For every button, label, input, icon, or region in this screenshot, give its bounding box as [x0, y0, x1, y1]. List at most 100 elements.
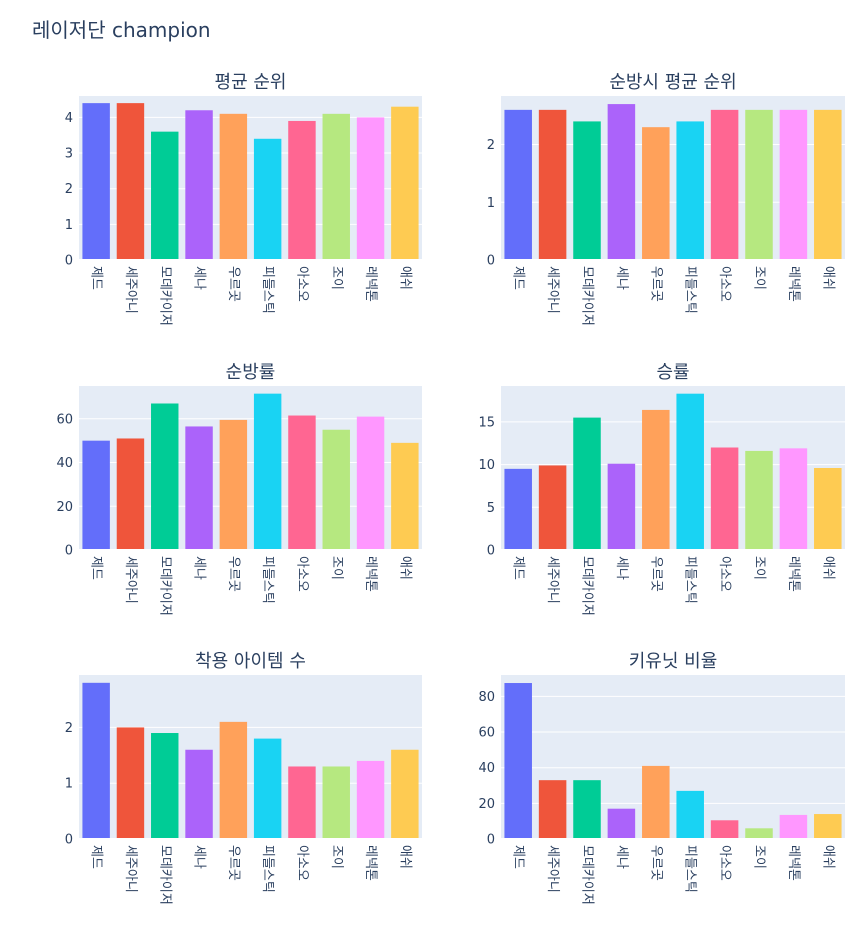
- bar-조이: [322, 113, 350, 261]
- x-tick-label: 피들스틱: [260, 266, 275, 314]
- x-tick-label: 애쉬: [397, 266, 412, 290]
- y-tick-label: 3: [65, 147, 73, 162]
- bar-제드: [82, 682, 110, 839]
- bar-세나: [607, 808, 636, 839]
- x-tick-label: 피들스틱: [683, 266, 698, 314]
- x-tick-label: 레넥톤: [363, 845, 378, 881]
- x-tick-label: 피들스틱: [260, 556, 275, 604]
- bar-우르곳: [219, 113, 248, 261]
- bar-애쉬: [391, 106, 419, 261]
- bar-제드: [82, 103, 110, 260]
- bar-우르곳: [642, 127, 670, 260]
- x-tick-label: 아소오: [294, 266, 309, 302]
- bar-조이: [322, 766, 350, 839]
- x-tick-label: 피들스틱: [683, 845, 698, 893]
- x-tick-label: 세주아니: [545, 266, 560, 314]
- bar-아소오: [710, 109, 739, 260]
- subplot-title: 평균 순위: [215, 72, 287, 93]
- x-tick-label: 우르곳: [226, 266, 241, 302]
- x-tick-label: 아소오: [294, 845, 309, 881]
- y-tick-label: 40: [478, 761, 495, 776]
- x-tick-label: 우르곳: [648, 845, 663, 881]
- bar-레넥톤: [779, 448, 808, 550]
- bar-모데카이저: [573, 121, 601, 260]
- subplot-title: 키유닛 비율: [629, 651, 718, 672]
- y-tick-label: 0: [65, 833, 73, 848]
- bar-우르곳: [642, 409, 670, 550]
- bar-아소오: [288, 120, 316, 261]
- bar-애쉬: [814, 109, 842, 260]
- x-tick-label: 제드: [511, 556, 526, 580]
- y-tick-label: 4: [65, 111, 73, 126]
- x-tick-label: 애쉬: [820, 845, 835, 869]
- y-tick-label: 20: [56, 500, 73, 515]
- subplot-3: 0 20 40 60 제드 세주아니 모데카이저 세나 우르곳 피들스틱 아소오 조이 레넥톤 애쉬 순방률: [56, 362, 422, 616]
- x-tick-label: 제드: [89, 845, 104, 869]
- bar-세주아니: [116, 438, 145, 550]
- bar-세주아니: [538, 465, 567, 550]
- bar-애쉬: [814, 814, 842, 839]
- bar-조이: [322, 429, 350, 550]
- x-tick-label: 세나: [192, 845, 207, 869]
- y-tick-label: 5: [487, 501, 495, 516]
- subplot-4: 0 5 10 15 제드 세주아니 모데카이저 세나 우르곳 피들스틱 아소오 조이 레넥톤 애쉬 승률: [478, 362, 845, 616]
- x-tick-label: 세주아니: [123, 845, 138, 893]
- x-tick-label: 레넥톤: [786, 266, 801, 302]
- x-tick-label: 세주아니: [123, 556, 138, 604]
- bar-피들스틱: [253, 393, 282, 550]
- subplot-title: 순방시 평균 순위: [609, 72, 736, 93]
- bar-아소오: [288, 766, 316, 839]
- x-tick-label: 조이: [752, 845, 767, 869]
- x-tick-label: 세주아니: [123, 266, 138, 314]
- x-tick-label: 모데카이저: [157, 266, 172, 326]
- bar-우르곳: [219, 419, 248, 550]
- bar-조이: [745, 828, 773, 839]
- y-tick-label: 0: [65, 544, 73, 559]
- bar-아소오: [710, 820, 739, 839]
- bar-모데카이저: [573, 417, 601, 550]
- y-tick-label: 1: [487, 196, 495, 211]
- bar-세나: [185, 426, 213, 550]
- x-tick-label: 우르곳: [226, 556, 241, 592]
- y-tick-label: 0: [487, 254, 495, 269]
- bar-레넥톤: [779, 814, 808, 839]
- bar-세주아니: [116, 727, 145, 839]
- bar-세나: [607, 463, 636, 550]
- bar-피들스틱: [676, 121, 704, 260]
- subplot-title: 순방률: [226, 362, 276, 383]
- bar-제드: [504, 683, 532, 839]
- x-tick-label: 세나: [614, 266, 629, 290]
- bar-애쉬: [391, 749, 419, 839]
- x-tick-label: 레넥톤: [363, 266, 378, 302]
- subplot-2: 0 1 2 제드 세주아니 모데카이저 세나 우르곳 피들스틱 아소오 조이 레넥톤 애쉬 순방시 평균 …: [487, 72, 845, 326]
- x-tick-label: 조이: [329, 845, 344, 869]
- subplot-title: 승률: [656, 362, 689, 383]
- x-tick-label: 세주아니: [545, 556, 560, 604]
- x-tick-label: 레넥톤: [363, 556, 378, 592]
- x-tick-label: 아소오: [717, 556, 732, 592]
- y-tick-label: 60: [478, 726, 495, 741]
- subplot-5: 0 1 2 제드 세주아니 모데카이저 세나 우르곳 피들스틱 아소오 조이 레넥톤 애쉬 착용 아이템 …: [65, 651, 422, 905]
- x-tick-label: 제드: [89, 266, 104, 290]
- bar-우르곳: [642, 765, 670, 839]
- bar-아소오: [710, 447, 739, 550]
- bar-세주아니: [538, 109, 567, 260]
- bar-모데카이저: [151, 131, 179, 260]
- bar-모데카이저: [573, 780, 601, 839]
- x-tick-label: 모데카이저: [580, 266, 595, 326]
- y-tick-label: 15: [478, 415, 495, 430]
- x-tick-label: 조이: [329, 266, 344, 290]
- page-title-container: 레이저단 champion: [32, 14, 211, 43]
- y-tick-label: 0: [487, 544, 495, 559]
- bar-레넥톤: [356, 416, 385, 550]
- bar-피들스틱: [676, 790, 704, 839]
- bar-레넥톤: [779, 109, 808, 260]
- x-tick-label: 아소오: [717, 845, 732, 881]
- x-tick-label: 모데카이저: [157, 845, 172, 905]
- bar-아소오: [288, 415, 316, 550]
- x-tick-label: 세나: [192, 266, 207, 290]
- bar-레넥톤: [356, 117, 385, 261]
- bar-세주아니: [116, 103, 145, 260]
- x-tick-label: 우르곳: [648, 266, 663, 302]
